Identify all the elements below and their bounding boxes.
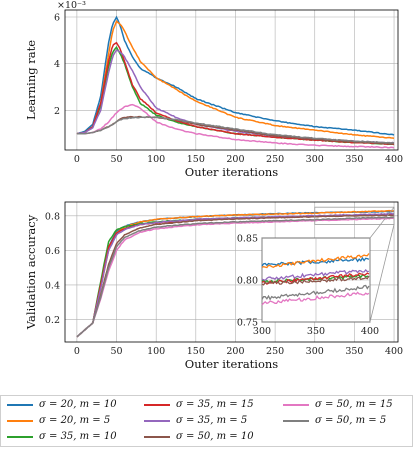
legend-swatch [144,435,170,438]
x-tick-label: 400 [385,346,403,357]
legend-item: σ = 20, m = 10 [7,399,117,410]
x-tick-label: 100 [147,154,165,165]
y-tick-label: 0.4 [45,280,60,291]
y-axis-label: Validation accuracy [24,214,38,330]
inset-series-line [261,291,370,306]
legend-label: σ = 35, m = 5 [176,415,248,426]
legend-swatch [7,403,33,406]
zoom-region [314,206,395,225]
y-multiplier: ×10⁻³ [57,0,86,11]
x-tick-label: 400 [385,154,403,165]
x-tick-label: 350 [345,154,363,165]
x-tick-label: 250 [266,346,284,357]
inset-series-line [261,256,370,267]
inset-series-line [261,284,370,301]
legend-label: σ = 20, m = 5 [39,415,111,426]
inset-y-tick-label: 0.80 [237,276,258,287]
x-axis-label: Outer iterations [185,357,279,371]
legend-label: σ = 35, m = 10 [39,431,117,442]
legend-label: σ = 50, m = 15 [315,399,393,410]
zoom-inset: 300 350 400 0.75 0.80 0.85 [237,234,379,338]
figure: 0 50 100 150 200 250 300 350 400 2 4 6 Outer iterati… [24,0,403,371]
inset-series-line [261,253,370,269]
legend: σ = 20, m = 10 σ = 20, m = 5 σ = 35, m = 1… [0,395,413,447]
legend-item: σ = 50, m = 10 [144,431,254,442]
y-tick-label: 0.6 [45,246,60,257]
x-tick-label: 100 [147,346,165,357]
legend-label: σ = 50, m = 10 [176,431,254,442]
x-axis-label: Outer iterations [185,165,279,179]
y-tick-label: 2 [54,106,60,117]
legend-item: σ = 35, m = 10 [7,431,117,442]
legend-swatch [283,403,309,406]
x-tick-label: 250 [266,154,284,165]
legend-label: σ = 35, m = 15 [176,399,254,410]
legend-label: σ = 50, m = 5 [315,415,387,426]
x-tick-label: 300 [306,154,324,165]
series-line [76,212,395,338]
legend-item: σ = 50, m = 5 [283,415,386,426]
series-line [76,15,395,136]
series-line [76,115,395,145]
x-tick-label: 300 [306,346,324,357]
y-tick-label: 0.2 [45,315,60,326]
inset-y-tick-label: 0.85 [237,234,258,245]
x-tick-label: 200 [226,154,244,165]
inset-x-tick-label: 400 [361,326,379,337]
legend-swatch [144,419,170,422]
x-tick-label: 50 [110,346,122,357]
inset-series-line [261,275,370,286]
plot-frame [64,9,399,151]
y-axis-label: Learning rate [24,40,38,120]
series-line [76,41,395,146]
inset-x-tick-label: 300 [253,326,271,337]
zoom-connector [369,224,395,323]
legend-swatch [283,419,309,422]
legend-item: σ = 35, m = 15 [144,399,254,410]
x-tick-label: 150 [187,346,205,357]
y-tick-label: 0.8 [45,211,60,222]
series-line [76,217,395,338]
legend-item: σ = 50, m = 15 [283,399,393,410]
series-line [76,116,395,144]
validation-accuracy-chart: 0 50 100 150 200 250 300 350 400 0.2 0.4 0.6 0.8 Oute… [24,201,403,371]
y-tick-label: 4 [54,59,60,70]
series-line [76,20,395,139]
x-tick-label: 0 [74,346,80,357]
y-tick-label: 6 [54,13,60,24]
zoom-connector [369,206,395,239]
x-tick-label: 0 [74,154,80,165]
series-line [76,103,395,149]
legend-swatch [144,403,170,406]
inset-y-tick-label: 0.75 [237,318,258,329]
inset-x-tick-label: 350 [307,326,325,337]
plot-frame [64,201,399,343]
x-tick-label: 150 [187,154,205,165]
series-line [76,214,395,338]
legend-swatch [7,419,33,422]
legend-swatch [7,435,33,438]
legend-label: σ = 20, m = 10 [39,399,117,410]
x-tick-label: 200 [226,346,244,357]
legend-item: σ = 20, m = 5 [7,415,110,426]
series-line [76,216,395,338]
legend-item: σ = 35, m = 5 [144,415,247,426]
inset-series-line [261,269,369,282]
x-tick-label: 350 [345,346,363,357]
x-tick-label: 50 [110,154,122,165]
learning-rate-chart: 0 50 100 150 200 250 300 350 400 2 4 6 Outer iterati… [24,0,403,179]
inset-series-line [261,272,370,285]
